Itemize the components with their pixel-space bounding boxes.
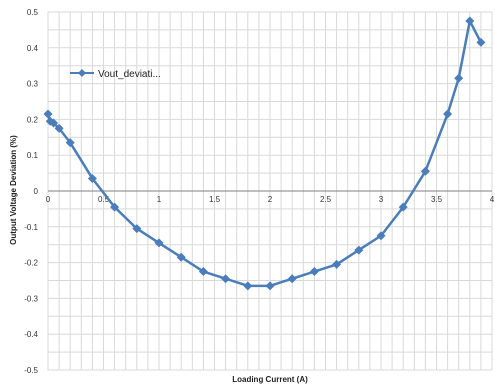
data-point [87,173,97,183]
y-tick-label: -0.4 [24,330,38,339]
y-tick-label: 0 [34,187,39,196]
series-group [43,16,486,291]
data-point [132,224,142,234]
data-point [198,267,208,277]
x-tick-label: 0 [46,195,51,204]
y-tick-label: -0.3 [24,294,38,303]
data-point [454,73,464,83]
legend: Vout_deviati... [70,69,161,80]
y-tick-label: -0.1 [24,223,38,232]
data-point [110,202,120,212]
data-point [443,109,453,119]
y-tick-label: 0.5 [27,8,39,17]
data-point [398,202,408,212]
y-tick-label: -0.2 [24,259,38,268]
legend-label: Vout_deviati... [98,69,161,80]
data-point [243,281,253,291]
data-point [65,138,75,148]
y-tick-label: 0.2 [27,115,39,124]
series-line [46,19,483,288]
data-point [332,259,342,269]
y-tick-label: 0.4 [27,44,39,53]
x-tick-label: 0.5 [98,195,110,204]
x-tick-labels: 0 0.5 1 1.5 2 2.5 3 3.5 4 [46,195,495,204]
data-point [287,274,297,284]
data-point [43,109,53,119]
legend-marker [78,69,86,77]
y-axis-title: Output Voltage Deviation (%) [9,135,18,245]
data-point [376,231,386,241]
x-tick-label: 2.5 [320,195,332,204]
x-tick-label: 3 [379,195,384,204]
data-point [420,166,430,176]
x-tick-label: 1 [157,195,162,204]
data-point [154,238,164,248]
data-point [265,281,275,291]
data-point [354,245,364,255]
y-tick-label: 0.1 [27,151,39,160]
data-point [309,267,319,277]
y-tick-label: -0.5 [24,366,38,375]
x-tick-label: 3.5 [431,195,443,204]
data-point [49,118,59,128]
x-tick-label: 1.5 [209,195,221,204]
x-tick-label: 4 [490,195,495,204]
x-tick-label: 2 [268,195,273,204]
data-point [221,274,231,284]
y-tick-labels: 0.5 0.4 0.3 0.2 0.1 0 -0.1 -0.2 -0.3 -0.4 -0.5 [24,8,38,375]
data-point [476,37,486,47]
data-point [176,252,186,262]
data-point [465,16,475,26]
x-axis-title: Loading Current (A) [232,375,308,384]
data-point [54,123,64,133]
y-tick-label: 0.3 [27,80,39,89]
